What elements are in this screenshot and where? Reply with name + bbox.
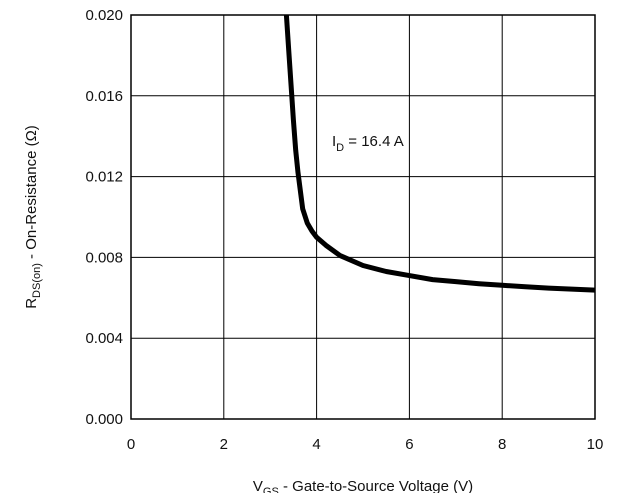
curve-layer <box>283 14 596 293</box>
x-tick-label-3: 6 <box>405 436 413 453</box>
y-axis-label: RDS(on) - On-Resistance (Ω) <box>23 125 43 309</box>
y-tick-label-4: 0.016 <box>85 88 123 105</box>
y-tick-label-2: 0.008 <box>85 249 123 266</box>
grid <box>131 15 595 419</box>
y-tick-label-5: 0.020 <box>85 7 123 24</box>
x-tick-labels: 0 2 4 6 8 10 <box>127 436 604 453</box>
plot-frame <box>130 14 596 420</box>
x-tick-label-4: 8 <box>498 436 506 453</box>
series-line-0 <box>283 14 596 293</box>
x-axis-label: VGS - Gate-to-Source Voltage (V) <box>253 478 473 493</box>
y-tick-labels: 0.000 0.004 0.008 0.012 0.016 0.020 <box>85 7 123 428</box>
x-tick-label-2: 4 <box>312 436 320 453</box>
y-tick-label-1: 0.004 <box>85 330 123 347</box>
annotation-label: ID = 16.4 A <box>332 133 404 154</box>
x-tick-label-1: 2 <box>220 436 228 453</box>
y-tick-label-3: 0.012 <box>85 169 123 186</box>
x-tick-label-0: 0 <box>127 436 135 453</box>
y-tick-label-0: 0.000 <box>85 411 123 428</box>
x-tick-label-5: 10 <box>587 436 604 453</box>
